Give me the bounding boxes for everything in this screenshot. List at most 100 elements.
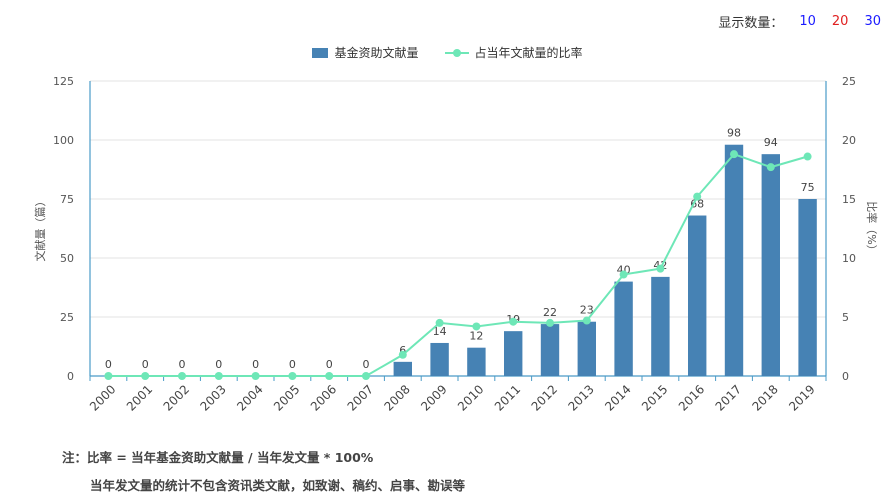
y-tick-label: 125 (53, 75, 74, 88)
bar (467, 347, 486, 376)
y-right-tick-label: 20 (842, 134, 856, 147)
ratio-point (766, 163, 775, 172)
bar (614, 281, 633, 376)
x-tick-label: 2018 (749, 382, 780, 413)
ratio-point (435, 318, 444, 327)
legend-item-bar[interactable]: 基金资助文献量 (312, 44, 419, 61)
note-line-1: 注：比率 = 当年基金资助文献量 / 当年发文量 * 100% (62, 450, 374, 465)
ratio-point (619, 270, 628, 279)
x-tick-label: 2009 (418, 382, 449, 413)
x-tick-label: 2013 (565, 382, 596, 413)
y-tick-label: 25 (60, 311, 74, 324)
y-right-tick-label: 5 (842, 311, 849, 324)
x-tick-label: 2016 (676, 382, 707, 413)
x-tick-label: 2003 (197, 382, 228, 413)
legend-line-swatch (444, 48, 469, 58)
x-tick-label: 2007 (345, 382, 376, 413)
ratio-line (108, 152, 808, 377)
x-tick-label: 2011 (492, 382, 523, 413)
x-tick-label: 2017 (713, 382, 744, 413)
ratio-point (546, 318, 554, 327)
bar (724, 144, 744, 376)
legend-bar-swatch (312, 47, 329, 58)
chart-notes: 注：比率 = 当年基金资助文献量 / 当年发文量 * 100% 当年发文量的统计… (62, 444, 465, 500)
bar (761, 154, 780, 376)
bar-data-label: 0 (289, 358, 296, 371)
y-right-tick-label: 15 (842, 193, 856, 206)
y-tick-label: 75 (60, 193, 74, 206)
x-tick-label: 2002 (161, 382, 192, 413)
bar (688, 215, 707, 376)
bar-data-label: 22 (543, 306, 557, 319)
x-tick-label: 2008 (381, 382, 412, 413)
bar-data-label: 14 (433, 325, 447, 338)
display-count-label: 显示数量： (718, 16, 784, 31)
ratio-point (251, 372, 260, 380)
note-line-2: 当年发文量的统计不包含资讯类文献，如致谢、稿约、启事、勘误等 (90, 478, 466, 493)
display-count-20[interactable]: 20 (831, 14, 849, 29)
ratio-point (656, 264, 665, 273)
y-right-tick-label: 25 (842, 75, 856, 88)
y-tick-label: 100 (53, 134, 74, 147)
y-axis-title: 文献量（篇） (33, 196, 47, 262)
legend-item-line[interactable]: 占当年文献量的比率 (444, 44, 583, 61)
bar (540, 324, 560, 376)
ratio-point (288, 372, 297, 380)
ratio-point (472, 322, 481, 331)
ratio-point (803, 152, 812, 161)
x-tick-label: 2004 (234, 382, 265, 413)
bar-data-label: 68 (690, 198, 704, 211)
x-tick-label: 2001 (124, 382, 155, 413)
bar-data-label: 23 (580, 304, 594, 317)
bar-data-label: 0 (215, 358, 222, 371)
bar-data-label: 75 (801, 181, 815, 194)
bar-data-label: 98 (727, 127, 741, 140)
bar-data-label: 6 (399, 344, 406, 357)
y-right-tick-label: 0 (842, 370, 849, 383)
x-tick-label: 2005 (271, 382, 302, 413)
x-tick-label: 2000 (87, 382, 118, 413)
bar (430, 342, 449, 376)
ratio-point (398, 350, 407, 359)
chart-legend: 基金资助文献量 占当年文献量的比率 (0, 44, 895, 61)
bar-data-label: 0 (105, 358, 112, 371)
bar-data-label: 0 (179, 358, 186, 371)
bar-data-label: 0 (363, 358, 370, 371)
bar-data-label: 0 (326, 358, 333, 371)
ratio-point (509, 317, 518, 326)
ratio-point (104, 372, 113, 380)
legend-bar-label: 基金资助文献量 (334, 46, 419, 60)
display-count-30[interactable]: 30 (864, 14, 881, 29)
y-right-axis-title: 比率（%） (865, 201, 879, 255)
y-tick-label: 0 (67, 370, 74, 383)
bar (651, 276, 670, 376)
x-tick-label: 2006 (308, 382, 339, 413)
ratio-point (362, 372, 370, 380)
bar-data-label: 94 (764, 136, 778, 149)
y-tick-label: 50 (60, 252, 74, 265)
bar (393, 361, 412, 376)
ratio-point (141, 372, 150, 380)
ratio-point (582, 316, 591, 325)
x-tick-label: 2014 (602, 382, 633, 413)
ratio-point (214, 372, 223, 380)
ratio-point (693, 192, 702, 201)
ratio-point (178, 372, 186, 380)
x-tick-label: 2010 (455, 382, 486, 413)
x-tick-label: 2015 (639, 382, 670, 413)
bar-data-label: 0 (252, 358, 259, 371)
bar (504, 331, 523, 376)
y-right-tick-label: 10 (842, 252, 856, 265)
x-tick-label: 2012 (529, 382, 560, 413)
legend-line-label: 占当年文献量的比率 (474, 46, 583, 60)
x-tick-label: 2019 (786, 382, 817, 413)
bar (798, 199, 817, 376)
display-count-10[interactable]: 10 (799, 14, 816, 29)
bar-data-label: 12 (469, 330, 483, 343)
display-count-control: 显示数量： 10 20 30 (718, 12, 881, 31)
ratio-point (325, 372, 334, 380)
bar (577, 321, 596, 376)
ratio-point (730, 150, 738, 159)
bar-data-label: 0 (142, 358, 149, 371)
